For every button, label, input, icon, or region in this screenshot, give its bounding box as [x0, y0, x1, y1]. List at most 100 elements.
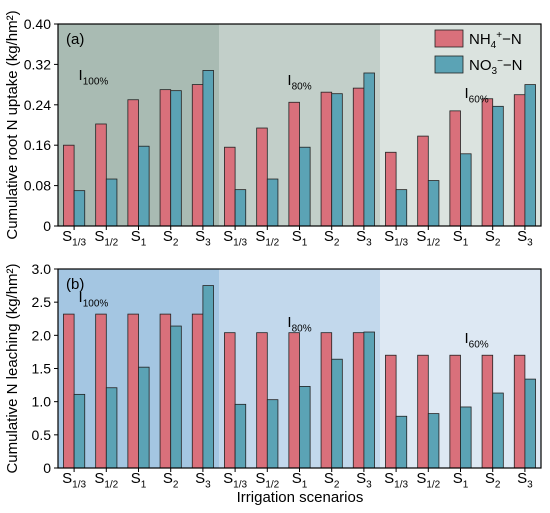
bar — [427, 413, 440, 469]
x-tick-label: S3​ — [356, 228, 372, 249]
group-label: I60%​ — [465, 85, 489, 106]
y-tick-label: 0.24 — [24, 97, 51, 113]
bar — [299, 146, 311, 227]
bar — [352, 332, 365, 469]
bar — [159, 89, 172, 227]
x-axis-label: Irrigation scenarios — [237, 489, 364, 506]
y-tick-label: 2.5 — [32, 294, 52, 310]
x-tick-label: S1/2​ — [255, 470, 279, 491]
x-tick-label: S3​ — [195, 228, 211, 249]
bar — [513, 94, 526, 227]
y-tick-label: 2.0 — [32, 327, 52, 343]
bar — [331, 93, 343, 227]
bar — [202, 285, 214, 469]
bar — [385, 151, 397, 227]
bar — [395, 415, 408, 469]
x-tick-label: S1/3​ — [384, 228, 408, 249]
x-tick-label: S2​ — [324, 470, 340, 491]
y-axis-label: Cumulative N leaching (kg/hm²) — [4, 263, 21, 473]
bar — [449, 110, 461, 227]
y-tick-label: 0.08 — [24, 178, 51, 194]
bar — [427, 180, 440, 227]
bar — [73, 393, 86, 469]
x-tick-label: S1/2​ — [94, 228, 118, 249]
bar — [234, 403, 247, 469]
y-tick-label: 0 — [43, 218, 51, 234]
bar — [481, 354, 494, 469]
bar — [105, 178, 118, 227]
bar — [138, 366, 150, 469]
bar — [266, 178, 279, 227]
bar — [320, 91, 333, 227]
x-tick-label: S1​ — [131, 470, 147, 491]
y-tick-label: 0.5 — [32, 427, 52, 443]
bar — [385, 354, 397, 469]
panel-label: (a) — [66, 31, 84, 48]
y-tick-label: 0.40 — [24, 16, 51, 32]
x-tick-label: S3​ — [517, 228, 533, 249]
x-tick-label: S3​ — [195, 470, 211, 491]
chart-panel-2: S1/3​ S1/2​ S1​ S2​ S3​ I100%​ S1/3​ S1/2​ S1​ S2… — [4, 261, 542, 491]
bar — [524, 84, 536, 227]
bar — [63, 313, 75, 469]
bar — [224, 332, 236, 469]
group-label: I100%​ — [79, 289, 109, 310]
y-tick-label: 0.16 — [24, 137, 51, 153]
group-label: I60%​ — [465, 330, 489, 351]
bar — [95, 123, 107, 227]
x-tick-label: S1/3​ — [62, 228, 86, 249]
y-tick-label: 3.0 — [32, 261, 52, 277]
x-tick-label: S2​ — [324, 228, 340, 249]
bar — [256, 127, 268, 227]
plot-frame — [57, 23, 542, 227]
x-tick-label: S2​ — [163, 228, 179, 249]
bar — [266, 399, 279, 469]
group-label: I80%​ — [287, 314, 311, 335]
bar — [331, 358, 343, 469]
bar — [127, 99, 139, 227]
bar — [363, 331, 375, 469]
bar — [138, 145, 150, 227]
legend-label: NO3−−N — [469, 56, 523, 77]
bar — [513, 354, 526, 469]
bar — [363, 72, 375, 227]
bar — [352, 87, 365, 227]
x-tick-label: S1/3​ — [223, 228, 247, 249]
bar — [191, 313, 204, 469]
chart-panels: S1/3​ S1/2​ S1​ S2​ S3​ I100%​ S1/3​ S1/2​ S1​ S2… — [4, 10, 542, 491]
bar — [492, 392, 504, 469]
y-axis-label: Cumulative root N uptake (kg/hm²) — [4, 10, 21, 239]
bar — [524, 378, 536, 469]
bar — [224, 146, 236, 227]
x-tick-label: S1/3​ — [62, 470, 86, 491]
bar — [73, 190, 86, 227]
bar — [492, 105, 504, 227]
x-tick-label: S1/3​ — [223, 470, 247, 491]
x-tick-label: S1​ — [292, 470, 308, 491]
bar — [234, 189, 247, 227]
y-tick-label: 0.32 — [24, 56, 51, 72]
y-tick-label: 0 — [43, 460, 51, 476]
bar — [170, 325, 182, 469]
bar — [288, 101, 300, 227]
x-tick-label: S2​ — [163, 470, 179, 491]
group-label: I80%​ — [287, 72, 311, 93]
chart-panel-1: S1/3​ S1/2​ S1​ S2​ S3​ I100%​ S1/3​ S1/2​ S1​ S2… — [4, 10, 542, 249]
y-tick-label: 1.0 — [32, 394, 52, 410]
x-tick-label: S1/3​ — [384, 470, 408, 491]
x-tick-label: S2​ — [485, 228, 501, 249]
x-tick-label: S1/2​ — [416, 470, 440, 491]
bar — [299, 386, 311, 469]
bar — [202, 70, 214, 227]
bar — [395, 189, 408, 227]
bar — [127, 313, 139, 469]
bar — [63, 144, 75, 227]
bar — [417, 135, 429, 227]
bar — [256, 332, 268, 469]
bar — [320, 332, 333, 469]
panel-label: (b) — [66, 276, 84, 293]
x-tick-label: S1/2​ — [94, 470, 118, 491]
x-tick-label: S1​ — [131, 228, 147, 249]
bar — [460, 406, 472, 469]
